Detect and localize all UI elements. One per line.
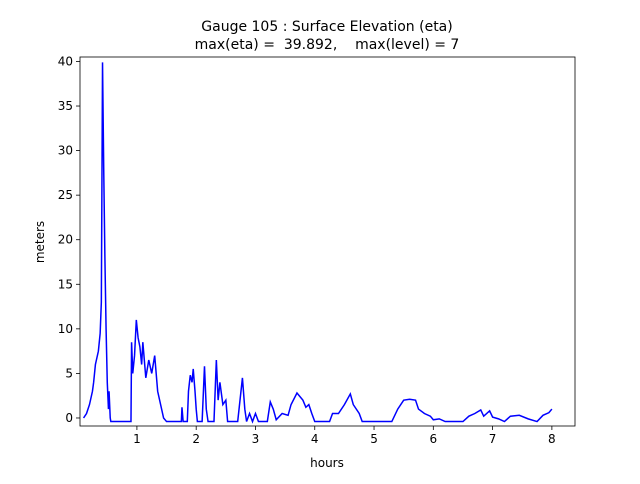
- x-tick-label: 8: [548, 432, 556, 446]
- x-axis-label: hours: [310, 456, 344, 470]
- y-tick-label: 10: [58, 322, 73, 336]
- y-tick-label: 0: [65, 411, 73, 425]
- data-line: [82, 62, 553, 424]
- x-tick-label: 2: [192, 432, 200, 446]
- y-tick-label: 40: [58, 54, 73, 68]
- y-tick-label: 35: [58, 99, 73, 113]
- plot-frame: [79, 56, 576, 427]
- x-tick-label: 6: [429, 432, 437, 446]
- x-tick-label: 3: [252, 432, 260, 446]
- x-tick-label: 1: [133, 432, 141, 446]
- x-tick-label: 5: [370, 432, 378, 446]
- y-tick-label: 20: [58, 233, 73, 247]
- y-axis-label: meters: [33, 221, 47, 263]
- y-tick-label: 25: [58, 188, 73, 202]
- y-tick-label: 5: [65, 366, 73, 380]
- chart-title: Gauge 105 : Surface Elevation (eta): [201, 19, 452, 35]
- chart-subtitle: max(eta) = 39.892, max(level) = 7: [195, 37, 460, 53]
- x-tick-label: 7: [489, 432, 497, 446]
- x-tick-label: 4: [311, 432, 319, 446]
- y-tick-label: 30: [58, 144, 73, 158]
- y-tick-label: 15: [58, 277, 73, 291]
